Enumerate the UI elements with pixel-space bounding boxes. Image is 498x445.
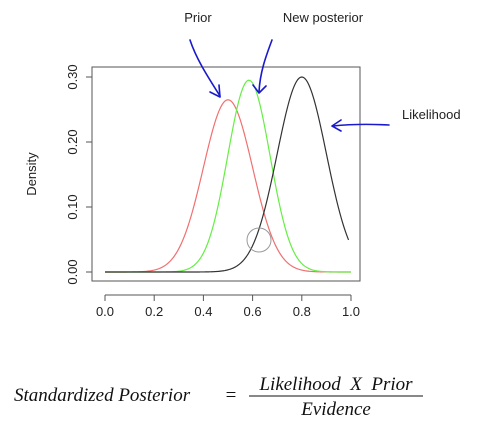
likelihood-curve (105, 77, 349, 272)
y-tick-label: 0.10 (65, 194, 80, 219)
y-axis-title: Density (24, 152, 39, 196)
formula-numerator: Likelihood X Prior (258, 374, 413, 395)
formula: Standardized Posterior = Likelihood X Pr… (14, 374, 423, 420)
posterior-arrow (259, 40, 272, 92)
prior-label: Prior (184, 10, 212, 25)
x-tick-label: 0.6 (244, 304, 262, 319)
y-tick-label: 0.00 (65, 259, 80, 284)
x-tick-label: 0.8 (293, 304, 311, 319)
formula-equals: = (226, 385, 237, 406)
new-posterior-label: New posterior (283, 10, 364, 25)
prior-arrow (190, 40, 220, 96)
cursor-circle (247, 228, 271, 252)
x-tick-label: 0.2 (145, 304, 163, 319)
y-tick-label: 0.30 (65, 64, 80, 89)
annotation-arrows (190, 40, 389, 131)
x-axis: 0.0 0.2 0.4 0.6 0.8 1.0 (96, 295, 360, 319)
x-tick-label: 0.0 (96, 304, 114, 319)
likelihood-label: Likelihood (402, 107, 461, 122)
posterior-curve (105, 80, 351, 272)
x-tick-label: 1.0 (342, 304, 360, 319)
likelihood-arrow (333, 124, 389, 126)
y-axis: 0.00 0.10 0.20 0.30 (65, 64, 92, 284)
x-tick-label: 0.4 (194, 304, 212, 319)
formula-denominator: Evidence (300, 399, 371, 420)
prior-curve (105, 100, 351, 272)
formula-lhs: Standardized Posterior (14, 385, 191, 406)
y-tick-label: 0.20 (65, 129, 80, 154)
plot-frame (92, 67, 360, 281)
